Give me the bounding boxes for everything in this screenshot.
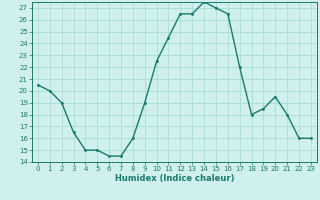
X-axis label: Humidex (Indice chaleur): Humidex (Indice chaleur) [115,174,234,183]
